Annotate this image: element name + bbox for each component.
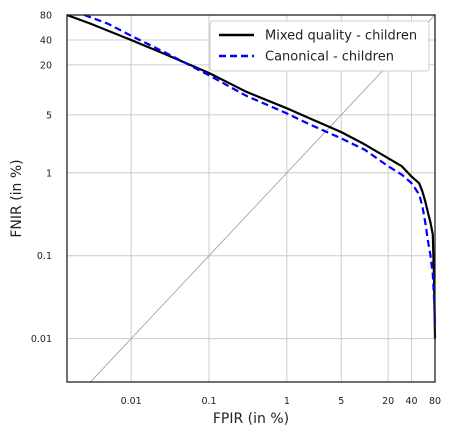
x-tick-label-4: 20	[382, 396, 394, 407]
series-layer	[66, 13, 437, 339]
legend-entry-mixed: Mixed quality - children	[265, 29, 417, 44]
legend-entry-canonical: Canonical - children	[265, 50, 394, 65]
y-tick-label-2: 1	[46, 168, 52, 179]
x-tick-label-2: 1	[284, 396, 290, 407]
y-axis-label: FNIR (in %)	[9, 159, 25, 237]
y-tick-label-0: 0.01	[31, 334, 52, 345]
x-tick-label-1: 0.1	[201, 396, 216, 407]
x-axis-label: FPIR (in %)	[213, 411, 289, 427]
series-line-1	[83, 13, 437, 325]
diagonal-reference-line	[90, 14, 436, 383]
x-tick-label-6: 80	[429, 396, 441, 407]
x-tick-labels: 0.01 0.1 1 5 20 40 80	[121, 396, 441, 407]
y-tick-label-1: 0.1	[37, 251, 52, 262]
y-tick-label-3: 5	[46, 110, 52, 121]
y-tick-labels: 0.01 0.1 1 5 20 40 80	[31, 11, 52, 346]
x-tick-label-0: 0.01	[121, 396, 142, 407]
legend-box	[209, 20, 430, 72]
series-line-0	[66, 13, 437, 339]
y-tick-label-4: 20	[40, 60, 52, 71]
y-tick-label-5: 40	[40, 35, 52, 46]
plot-frame	[66, 14, 436, 383]
legend: Mixed quality - children Canonical - chi…	[209, 20, 430, 72]
x-tick-label-3: 5	[338, 396, 344, 407]
y-tick-label-6: 80	[40, 11, 52, 22]
x-tick-label-5: 40	[406, 396, 418, 407]
